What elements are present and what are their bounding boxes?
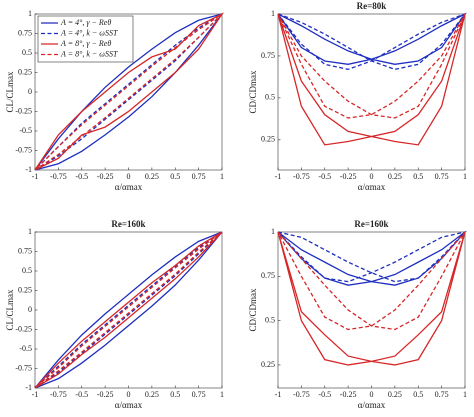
legend-box — [37, 15, 134, 63]
legend-label: A = 8°, γ − Reθ — [60, 39, 111, 48]
x-tick-label: 0.75 — [435, 390, 449, 399]
y-tick-label: 0.25 — [261, 360, 275, 369]
x-tick-label: 0.5 — [170, 390, 180, 399]
x-tick-label: 0.25 — [388, 172, 402, 181]
data-line — [34, 13, 223, 171]
x-tick-label: 1 — [220, 390, 224, 399]
data-line — [34, 231, 223, 389]
x-tick-label: 0 — [127, 172, 131, 181]
x-tick-label: 0.25 — [145, 390, 159, 399]
y-tick-label: -0.5 — [19, 126, 32, 135]
x-tick-label: 0 — [370, 390, 374, 399]
x-tick-label: -0.5 — [318, 390, 331, 399]
y-tick-label: 0.75 — [261, 271, 275, 280]
y-tick-label: 0.5 — [265, 315, 275, 324]
y-tick-label: 0.25 — [261, 135, 275, 144]
plot-frame — [277, 13, 466, 171]
data-line — [277, 230, 467, 283]
y-tick-label: 0 — [28, 87, 32, 96]
y-tick-label: 1 — [271, 9, 275, 18]
legend-label: A = 4°, k − ωSST — [60, 28, 118, 37]
x-axis-label: α/αmax — [358, 182, 386, 192]
chart-title: Re=160k — [111, 219, 145, 229]
y-tick-label: 0.5 — [22, 266, 32, 275]
x-tick-label: -0.75 — [50, 172, 67, 181]
x-tick-label: -0.5 — [75, 172, 88, 181]
y-tick-label: 0.5 — [265, 93, 275, 102]
x-tick-label: -1 — [275, 172, 282, 181]
y-tick-label: 1 — [28, 9, 32, 18]
x-tick-label: -1 — [32, 390, 39, 399]
x-tick-label: 1 — [463, 172, 467, 181]
y-tick-label: 0.25 — [18, 67, 32, 76]
plot-frame — [34, 231, 223, 389]
y-axis-label: CD/CDmax — [248, 288, 258, 332]
x-tick-label: -1 — [275, 390, 282, 399]
x-tick-label: -0.5 — [318, 172, 331, 181]
x-tick-label: 0.25 — [145, 172, 159, 181]
x-tick-label: 0 — [370, 172, 374, 181]
y-tick-label: -0.25 — [15, 324, 32, 333]
x-tick-label: 1 — [463, 390, 467, 399]
y-tick-label: 0.75 — [18, 28, 32, 37]
y-tick-label: -0.75 — [15, 363, 32, 372]
x-tick-label: -0.25 — [340, 172, 357, 181]
x-tick-label: -0.25 — [340, 390, 357, 399]
y-tick-label: -0.75 — [15, 145, 32, 154]
y-tick-label: -0.5 — [19, 344, 32, 353]
y-tick-label: -1 — [25, 165, 32, 174]
x-tick-label: 0.5 — [170, 172, 180, 181]
x-tick-label: 0.5 — [413, 172, 423, 181]
y-tick-label: 0.75 — [18, 246, 32, 255]
x-tick-label: -0.75 — [293, 390, 310, 399]
data-line — [277, 13, 466, 146]
x-axis-label: α/αmax — [115, 400, 143, 410]
x-tick-label: -0.75 — [293, 172, 310, 181]
plot-frame — [277, 231, 466, 389]
y-axis-label: CL/CLmax — [5, 289, 15, 330]
legend-label: A = 8°, k − ωSST — [60, 49, 118, 58]
y-tick-label: 0.25 — [18, 285, 32, 294]
x-tick-label: -0.75 — [50, 390, 67, 399]
data-line — [277, 231, 466, 331]
y-tick-label: -0.25 — [15, 106, 32, 115]
data-line — [34, 231, 223, 389]
y-axis-label: CD/CDmax — [248, 70, 258, 114]
legend-label: A = 4°, γ − Reθ — [60, 18, 111, 27]
y-axis-label: CL/CLmax — [5, 71, 15, 112]
x-tick-label: 0 — [127, 390, 131, 399]
x-tick-label: 1 — [220, 172, 224, 181]
x-tick-label: 0.75 — [192, 172, 206, 181]
chart-title: Re=80k — [357, 1, 387, 11]
y-tick-label: 0 — [28, 305, 32, 314]
chart-title: Re=160k — [354, 219, 388, 229]
y-tick-label: 0.5 — [22, 48, 32, 57]
x-axis-label: α/αmax — [115, 182, 143, 192]
x-tick-label: -0.25 — [97, 390, 114, 399]
x-tick-label: -0.5 — [75, 390, 88, 399]
y-tick-label: 1 — [28, 227, 32, 236]
x-tick-label: 0.75 — [435, 172, 449, 181]
y-tick-label: 0.75 — [261, 51, 275, 60]
y-tick-label: -1 — [25, 383, 32, 392]
data-line — [34, 231, 223, 389]
data-line — [277, 13, 466, 119]
x-tick-label: 0.75 — [192, 390, 206, 399]
x-tick-label: 0.25 — [388, 390, 402, 399]
x-tick-label: -1 — [32, 172, 39, 181]
x-tick-label: -0.25 — [97, 172, 114, 181]
x-axis-label: α/αmax — [358, 400, 386, 410]
data-line — [34, 231, 223, 389]
x-tick-label: 0.5 — [413, 390, 423, 399]
y-tick-label: 1 — [271, 227, 275, 236]
data-line — [277, 13, 466, 65]
